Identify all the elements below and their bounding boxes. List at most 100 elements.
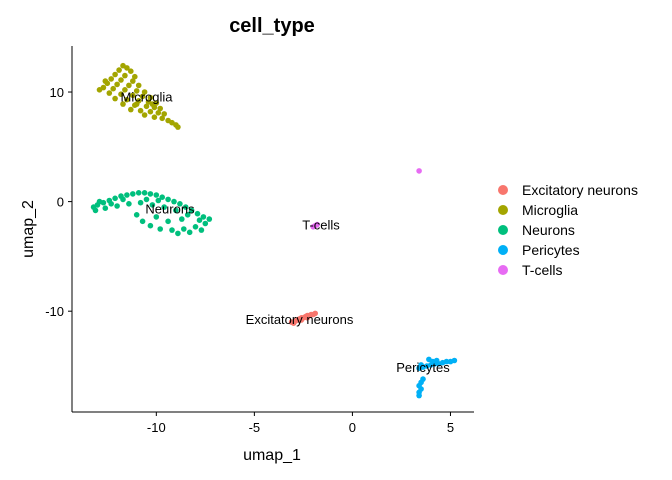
point-pericytes	[420, 376, 426, 382]
point-neurons	[184, 212, 191, 218]
point-t-cells	[310, 224, 317, 230]
point-microglia	[112, 71, 118, 78]
point-neurons	[135, 190, 142, 196]
point-excitatory-neurons	[312, 310, 319, 317]
point-neurons	[96, 198, 103, 205]
point-neurons	[194, 210, 201, 217]
y-tick-label: 0	[57, 195, 64, 210]
point-neurons	[200, 214, 207, 220]
point-neurons	[188, 207, 195, 214]
point-neurons	[139, 218, 146, 225]
point-neurons	[124, 192, 130, 198]
point-neurons	[108, 201, 114, 207]
point-microglia	[149, 101, 156, 107]
point-neurons	[153, 214, 160, 220]
point-neurons	[175, 230, 181, 237]
x-ticks: -10 -5 0 5	[147, 412, 454, 435]
point-microglia	[155, 110, 162, 116]
points-layer	[90, 62, 458, 399]
point-microglia	[108, 76, 114, 82]
point-neurons	[130, 191, 136, 197]
point-neurons	[102, 205, 109, 211]
point-microglia	[175, 124, 181, 130]
point-microglia	[135, 82, 142, 89]
point-microglia	[130, 78, 136, 84]
point-microglia	[137, 107, 144, 114]
x-tick-label: -10	[147, 420, 166, 435]
legend-swatch-t-cells	[498, 265, 508, 275]
cluster-label-t-cells: T-cells	[302, 218, 340, 233]
point-neurons	[147, 191, 154, 197]
point-neurons	[171, 198, 177, 205]
point-microglia	[143, 103, 150, 110]
cluster-label-neurons: Neurons	[145, 201, 195, 216]
legend-label-t-cells: T-cells	[522, 262, 562, 278]
point-pericytes	[433, 357, 440, 364]
point-microglia	[141, 112, 148, 118]
point-microglia	[96, 87, 103, 93]
point-microglia	[120, 101, 126, 107]
point-neurons	[181, 226, 187, 232]
legend-swatch-pericytes	[498, 245, 508, 255]
point-microglia	[159, 115, 165, 122]
y-tick-label: 10	[50, 85, 64, 100]
point-pericytes	[416, 392, 422, 399]
point-microglia	[161, 111, 167, 117]
point-microglia	[116, 67, 122, 73]
point-microglia	[130, 92, 136, 99]
point-microglia	[147, 94, 154, 101]
point-neurons	[149, 202, 156, 208]
point-neurons	[165, 196, 171, 203]
point-neurons	[133, 212, 140, 218]
point-neurons	[141, 190, 148, 196]
point-neurons	[196, 217, 203, 223]
point-excitatory-neurons	[304, 315, 311, 321]
x-tick-label: 5	[447, 420, 454, 435]
y-ticks: -10 0 10	[45, 85, 72, 319]
cluster-label-microglia: Microglia	[120, 90, 173, 105]
point-neurons	[153, 192, 160, 198]
point-pericytes	[418, 362, 424, 368]
legend-label-microglia: Microglia	[522, 202, 578, 218]
point-neurons	[206, 216, 213, 222]
point-neurons	[92, 207, 99, 214]
point-microglia	[106, 90, 113, 96]
point-microglia	[139, 93, 146, 100]
point-neurons	[198, 227, 205, 233]
point-microglia	[118, 77, 124, 83]
point-pericytes	[443, 358, 450, 365]
x-tick-label: -5	[249, 420, 261, 435]
point-microglia	[122, 87, 128, 93]
point-neurons	[169, 227, 175, 233]
point-excitatory-neurons	[298, 317, 305, 323]
point-microglia	[110, 85, 116, 92]
point-microglia	[112, 95, 118, 102]
legend: Excitatory neurons Microglia Neurons Pericy…	[498, 182, 638, 278]
legend-swatch-neurons	[498, 225, 508, 235]
point-neurons	[155, 197, 162, 204]
point-microglia	[147, 108, 154, 115]
point-neurons	[179, 216, 185, 222]
cluster-label-pericytes: Pericytes	[396, 360, 450, 375]
point-neurons	[126, 201, 132, 207]
point-t-cells	[416, 168, 422, 174]
point-microglia	[133, 101, 140, 107]
y-axis-title: umap_2	[20, 200, 37, 258]
legend-label-pericytes: Pericytes	[522, 242, 580, 258]
point-microglia	[141, 89, 148, 95]
point-microglia	[128, 68, 134, 74]
chart-title: cell_type	[229, 15, 315, 37]
legend-label-excitatory-neurons: Excitatory neurons	[522, 182, 638, 198]
point-neurons	[112, 195, 118, 202]
point-neurons	[192, 224, 199, 230]
point-neurons	[161, 204, 167, 210]
point-microglia	[124, 65, 130, 71]
y-tick-label: -10	[45, 304, 64, 319]
point-microglia	[118, 91, 124, 97]
point-neurons	[173, 207, 179, 214]
point-microglia	[122, 72, 128, 79]
legend-label-neurons: Neurons	[522, 222, 575, 238]
point-microglia	[128, 106, 134, 113]
point-neurons	[182, 204, 189, 210]
x-axis-title: umap_1	[243, 447, 301, 464]
